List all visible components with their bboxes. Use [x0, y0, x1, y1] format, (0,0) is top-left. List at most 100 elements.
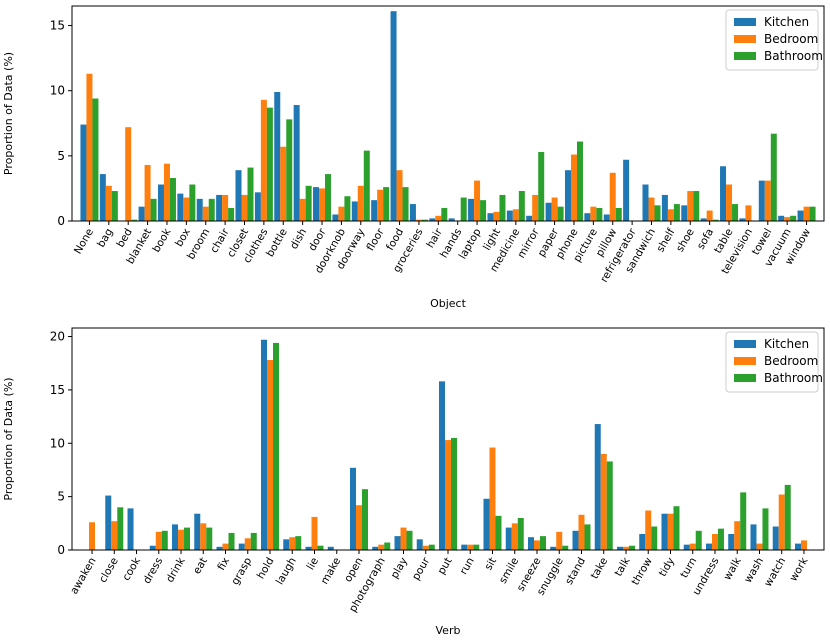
bar-bathroom-stand: [584, 524, 591, 550]
bar-bathroom-sit: [495, 515, 502, 550]
bar-bedroom-drink: [178, 529, 185, 550]
bar-bedroom-medicine: [512, 209, 519, 221]
bar-bedroom-chair: [222, 194, 229, 221]
bar-bedroom-book: [163, 163, 170, 221]
y-tick-label: 5: [57, 490, 65, 504]
bar-bathroom-dress: [161, 530, 168, 550]
bar-bathroom-door: [325, 174, 332, 221]
x-tick-label: work: [787, 555, 811, 584]
bar-kitchen-bottle: [274, 92, 281, 221]
bar-kitchen-open: [350, 467, 357, 550]
bar-bedroom-doorknob: [338, 206, 345, 221]
x-tick-label: watch: [762, 556, 788, 589]
bar-kitchen-sneeze: [527, 537, 534, 550]
bar-kitchen-make: [327, 546, 334, 550]
bar-bedroom-awaken: [89, 522, 96, 550]
bar-bedroom-None: [86, 73, 93, 222]
bar-bathroom-pour: [428, 544, 435, 550]
bar-bathroom-drink: [184, 527, 191, 550]
x-tick-label: eat: [191, 556, 210, 577]
bar-bathroom-shelf: [673, 204, 680, 221]
bar-bedroom-run: [467, 544, 474, 550]
bar-kitchen-food: [390, 11, 397, 221]
bar-kitchen-box: [177, 193, 184, 221]
bar-kitchen-undress: [705, 543, 712, 550]
bar-bathroom-laptop: [480, 200, 487, 221]
bar-bedroom-door: [319, 188, 326, 221]
bar-bathroom-grasp: [250, 532, 257, 550]
bar-kitchen-door: [313, 187, 320, 221]
bar-bedroom-television: [745, 205, 752, 221]
bar-bedroom-photograph: [378, 544, 385, 550]
bar-bedroom-laptop: [474, 180, 481, 221]
y-tick-label: 5: [57, 149, 65, 163]
bar-bathroom-turn: [695, 530, 702, 550]
bar-kitchen-paper: [545, 202, 552, 221]
bar-kitchen-phone: [564, 170, 571, 221]
bar-bathroom-bed: [131, 219, 138, 221]
legend-swatch-bedroom: [734, 357, 756, 365]
bar-bedroom-bag: [105, 185, 112, 221]
x-tick-label: open: [342, 556, 366, 585]
bar-kitchen-towel: [758, 180, 765, 221]
bar-bathroom-smile: [517, 517, 524, 550]
bar-bedroom-dress: [155, 531, 162, 550]
bar-bedroom-broom: [202, 206, 209, 221]
bar-bathroom-dish: [305, 185, 312, 221]
bar-bathroom-sandwich: [654, 205, 661, 221]
bar-bedroom-bottle: [280, 146, 287, 221]
series-bathroom: [117, 342, 791, 550]
bar-bedroom-towel: [764, 180, 771, 221]
bar-bedroom-floor: [377, 189, 384, 221]
bar-bathroom-open: [362, 489, 369, 550]
bar-bathroom-box: [189, 184, 196, 221]
y-axis-label: Proportion of Data (%): [2, 52, 15, 175]
bar-kitchen-snuggle: [550, 546, 557, 550]
bar-kitchen-tidy: [661, 513, 668, 550]
bar-bathroom-hold: [273, 342, 280, 550]
bar-bathroom-clothes: [266, 107, 273, 221]
bar-kitchen-pillow: [603, 214, 610, 221]
bar-bedroom-undress: [711, 533, 718, 550]
bar-bathroom-fix: [228, 532, 235, 550]
bar-bedroom-food: [396, 170, 403, 221]
bar-kitchen-clothes: [254, 192, 261, 221]
bar-bedroom-laugh: [289, 537, 296, 550]
bar-bathroom-book: [169, 178, 176, 221]
legend-label-bathroom: Bathroom: [764, 371, 823, 385]
y-tick-label: 0: [57, 214, 65, 228]
bar-bathroom-throw: [651, 526, 658, 550]
x-tick-label: sit: [482, 556, 499, 573]
bar-bedroom-work: [800, 540, 807, 550]
bar-bathroom-bottle: [286, 119, 293, 221]
bar-bedroom-sit: [489, 447, 496, 550]
legend-label-kitchen: Kitchen: [764, 337, 809, 351]
bar-bathroom-close: [117, 507, 124, 550]
bar-bathroom-talk: [628, 545, 635, 550]
bar-bedroom-picture: [590, 206, 597, 221]
bar-bedroom-open: [356, 505, 363, 550]
bar-bedroom-closet: [241, 194, 248, 221]
bar-bedroom-eat: [200, 523, 207, 550]
bar-bathroom-undress: [717, 528, 724, 550]
bar-bathroom-groceries: [421, 219, 428, 221]
bar-bedroom-watch: [778, 494, 785, 550]
bar-bedroom-box: [183, 197, 190, 221]
bar-bedroom-stand: [578, 514, 585, 550]
x-tick-label: walk: [721, 555, 744, 583]
bar-bathroom-photograph: [384, 542, 391, 550]
bar-bedroom-sofa: [706, 210, 713, 221]
bar-kitchen-talk: [616, 546, 623, 550]
x-tick-label: None: [72, 227, 96, 257]
bar-kitchen-lie: [305, 546, 312, 550]
bar-kitchen-book: [157, 184, 164, 221]
x-tick-label: shelf: [654, 226, 677, 254]
bar-kitchen-stand: [572, 530, 579, 550]
x-tick-label: floor: [364, 226, 387, 253]
bar-bathroom-walk: [740, 492, 747, 550]
bar-kitchen-groceries: [409, 204, 416, 221]
bar-bathroom-vacuum: [790, 215, 797, 221]
bar-kitchen-close: [105, 495, 112, 550]
bar-bedroom-vacuum: [784, 217, 791, 221]
